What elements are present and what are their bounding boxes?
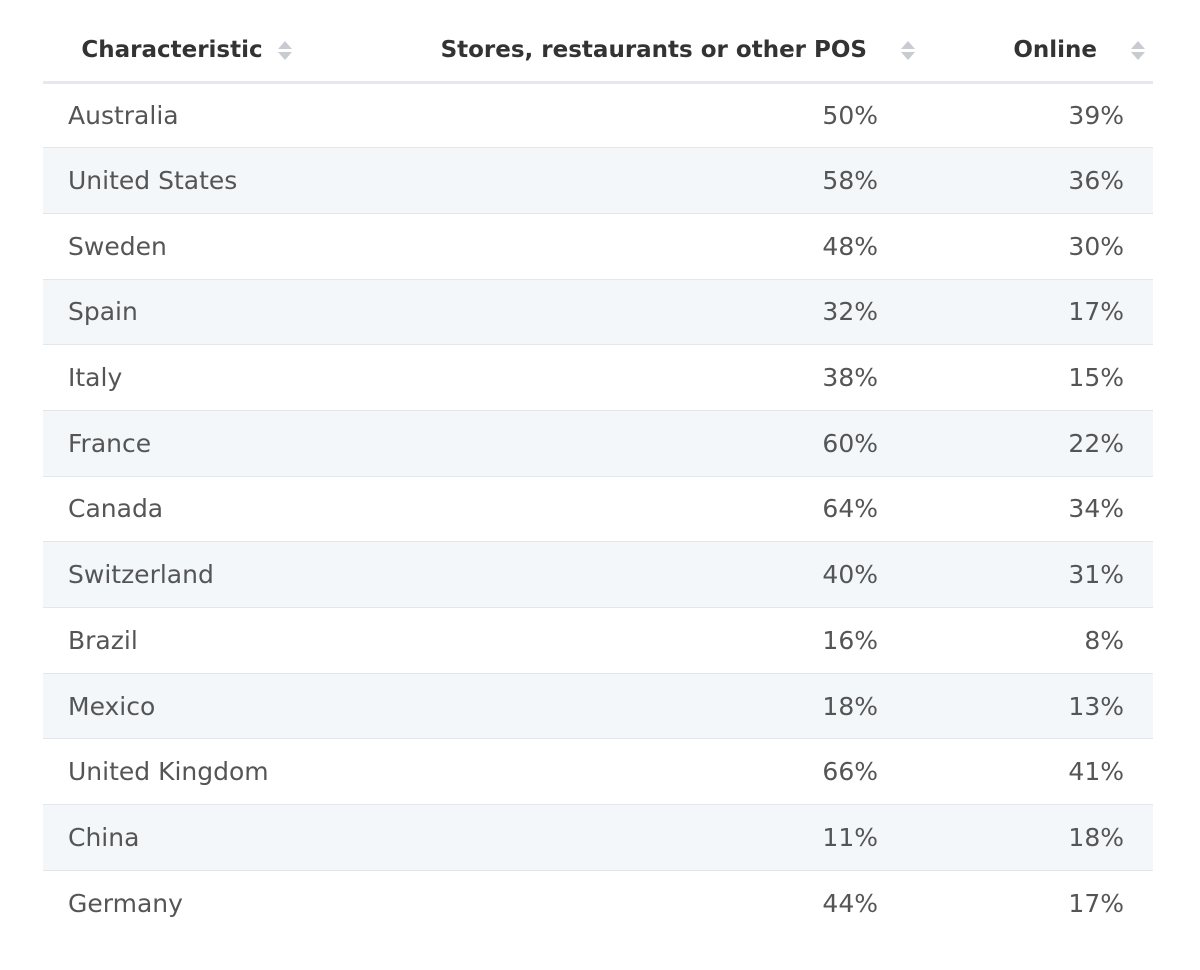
table-header: Characteristic Stores, restaurants or ot… [43,20,1153,84]
table-row: Germany 44% 17% [43,870,1153,936]
sort-icon[interactable] [901,38,915,62]
cell-characteristic: Canada [43,476,413,543]
column-header-label: Online [1013,37,1097,64]
cell-online-value: 15% [923,344,1153,411]
cell-stores-value: 44% [822,888,878,918]
table-row: Sweden 48% 30% [43,213,1153,280]
cell-online-value: 34% [923,476,1153,543]
sort-icon[interactable] [1131,38,1145,62]
table-row: Switzerland 40% 31% [43,541,1153,608]
table-row: Australia 50% 39% [43,82,1153,149]
cell-online-value: 17% [923,279,1153,346]
data-table: Characteristic Stores, restaurants or ot… [43,20,1153,936]
cell-characteristic: United Kingdom [43,738,413,806]
cell-characteristic: Brazil [43,607,413,674]
cell-stores-value: 50% [413,82,923,149]
cell-stores-value: 11% [413,804,923,871]
cell-stores-value: 40% [413,541,923,608]
cell-online-value: 17% [1068,888,1124,918]
cell-online-value: 30% [923,213,1153,280]
data-table-container: Characteristic Stores, restaurants or ot… [43,20,1153,936]
cell-characteristic: France [43,410,413,477]
cell-stores-value: 64% [413,476,923,543]
column-header-online[interactable]: Online [923,20,1153,84]
cell-online-value: 22% [923,410,1153,477]
column-header-label: Characteristic [81,37,263,64]
table-body: Australia 50% 39% United States 58% 36% Sweden… [43,82,1153,936]
cell-stores-value: 58% [413,147,923,214]
cell-stores-value: 38% [413,344,923,411]
column-header-label: Stores, restaurants or other POS [440,37,867,64]
cell-online-value: 31% [923,541,1153,608]
cell-characteristic: China [43,804,413,871]
cell-stores-value: 32% [413,279,923,346]
table-row: Brazil 16% 8% [43,607,1153,674]
table-row: Italy 38% 15% [43,344,1153,411]
cell-stores-value: 48% [413,213,923,280]
cell-stores-value: 18% [413,673,923,740]
cell-online-value: 39% [923,82,1153,149]
sort-icon[interactable] [278,38,292,62]
table-row: Mexico 18% 13% [43,673,1153,740]
cell-online-value: 13% [923,673,1153,740]
cell-online-value: 41% [923,738,1153,806]
column-header-stores[interactable]: Stores, restaurants or other POS [413,20,923,84]
cell-characteristic: Spain [43,279,413,346]
cell-stores-value: 60% [413,410,923,477]
cell-characteristic: Germany [68,888,183,918]
table-row: France 60% 22% [43,410,1153,477]
cell-characteristic: Switzerland [43,541,413,608]
cell-characteristic: United States [43,147,413,214]
table-row: Spain 32% 17% [43,279,1153,346]
header-row: Characteristic Stores, restaurants or ot… [43,20,1153,84]
table-row: China 11% 18% [43,804,1153,871]
cell-characteristic: Mexico [43,673,413,740]
table-row: United Kingdom 66% 41% [43,738,1153,806]
cell-characteristic: Italy [43,344,413,411]
cell-stores-value: 66% [413,738,923,806]
column-header-characteristic[interactable]: Characteristic [43,20,413,84]
cell-stores-value: 16% [413,607,923,674]
cell-characteristic: Sweden [43,213,413,280]
cell-online-value: 36% [923,147,1153,214]
table-row: United States 58% 36% [43,147,1153,214]
cell-online-value: 8% [923,607,1153,674]
cell-online-value: 18% [923,804,1153,871]
table-row: Canada 64% 34% [43,476,1153,543]
cell-characteristic: Australia [43,82,413,149]
